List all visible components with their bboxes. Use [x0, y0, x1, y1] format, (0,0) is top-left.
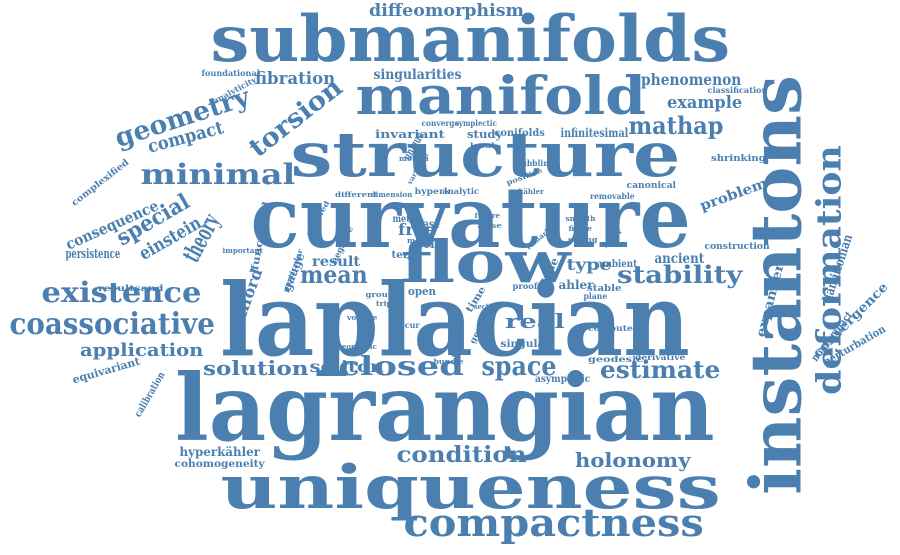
word-coassociative: coassociative [9, 307, 215, 342]
word-derivative: derivative [634, 352, 686, 362]
word-existence: existence [41, 276, 201, 309]
word-construction: construction [704, 241, 770, 252]
word-free: free [398, 220, 436, 239]
word-laplacian: laplacian [219, 261, 690, 379]
word-smooth: smooth [564, 213, 596, 223]
word-soliton: soliton [309, 357, 384, 376]
word-minimal: minimal [140, 158, 296, 191]
word-plane: plane [582, 291, 607, 301]
word-bundle: bundle [432, 356, 464, 366]
word-bubbling: bubbling [516, 158, 555, 168]
word-dimension: dimension [370, 189, 412, 199]
word-proof: proof [512, 281, 538, 291]
word-stability: stability [616, 260, 742, 289]
word-singularities: singularities [373, 67, 462, 83]
word-asymptotic: asymptotic [534, 374, 590, 385]
word-geometric: geometric [337, 341, 377, 351]
word-ancient: ancient [653, 251, 704, 267]
word-space: space [481, 352, 557, 382]
word-type: type [566, 255, 612, 274]
word-open: open [408, 284, 437, 298]
word-cohomogeneity: cohomogeneity [173, 459, 265, 470]
word-holonomy: holonomy [574, 448, 690, 472]
word-manifold: manifold [354, 66, 646, 127]
word-estimate: estimate [599, 355, 721, 384]
word-lagrangian: lagrangian [174, 354, 715, 462]
word-metric: metric [391, 214, 422, 225]
word-hyperk: hyperk [414, 186, 450, 196]
word-structure: structure [290, 118, 680, 191]
word-resultsand: resultsand [97, 283, 164, 293]
word-symplectic: symplectic [454, 118, 497, 128]
word-compute: compute [587, 323, 633, 333]
word-flow: flow [400, 228, 570, 296]
word-geodesic: geodesic [587, 354, 643, 364]
word-more: more [406, 235, 430, 245]
word-example: example [666, 92, 742, 113]
word-condition: condition [396, 442, 526, 468]
word-volume: volume [346, 312, 378, 322]
word-removable: removable [589, 191, 635, 201]
word-motion: motion [399, 153, 429, 163]
word-section: section [474, 301, 501, 311]
word-complexified: complexified [70, 157, 132, 209]
word-triple: triple [376, 298, 400, 308]
word-kahler-small: kähler [518, 186, 544, 196]
word-diffeomorphism: diffeomorphism [368, 0, 524, 21]
word-canonical: canonical [626, 180, 676, 191]
word-mathap: mathap [628, 111, 724, 140]
word-analytic: analytic [441, 186, 479, 196]
word-self: self [417, 237, 440, 251]
word-term: term [391, 250, 419, 261]
word-solution: solution [202, 356, 309, 380]
word-ahler: ahler [558, 278, 594, 292]
word-study: study [466, 127, 502, 141]
word-application: application [79, 340, 203, 361]
word-different: different [334, 189, 378, 199]
word-conifolds: conifolds [494, 128, 545, 139]
word-submanifolds: submanifolds [210, 2, 730, 77]
word-singular: singular [500, 339, 550, 350]
word-strong: strong [568, 234, 598, 244]
word-uniqueness: uniqueness [219, 453, 721, 523]
word-closed: closed [338, 352, 464, 382]
word-arise: arise [476, 220, 502, 230]
word-invariant: invariant [375, 127, 445, 141]
word-future: future [474, 210, 500, 220]
word-infinitesimal: infinitesimal [559, 126, 628, 140]
word-hyperkahler: hyperkähler [179, 445, 260, 459]
word-important: important [221, 245, 263, 255]
word-mean: mean [299, 260, 368, 289]
word-occur: occur [394, 320, 420, 330]
word-classification: classification [707, 85, 767, 95]
word-compactness: compactness [402, 500, 704, 545]
word-local: local [469, 140, 495, 150]
word-case: case [417, 217, 440, 231]
word-foundational: foundational [200, 68, 260, 78]
word-stable: stable [586, 283, 621, 294]
word-fibration: fibration [255, 68, 336, 89]
word-phenomenon: phenomenon [641, 70, 742, 89]
word-persistence: persistence [65, 246, 121, 262]
word-real: real [505, 309, 565, 333]
word-curvature: curvature [250, 168, 691, 267]
word-ambient: ambient [597, 259, 638, 270]
word-finite: finite [568, 223, 592, 233]
word-shrinking: shrinking [710, 153, 766, 164]
word-calibration: calibration [132, 370, 168, 420]
word-converge: converge [420, 118, 459, 128]
word-result: result [311, 254, 361, 270]
word-group: group [364, 289, 394, 299]
